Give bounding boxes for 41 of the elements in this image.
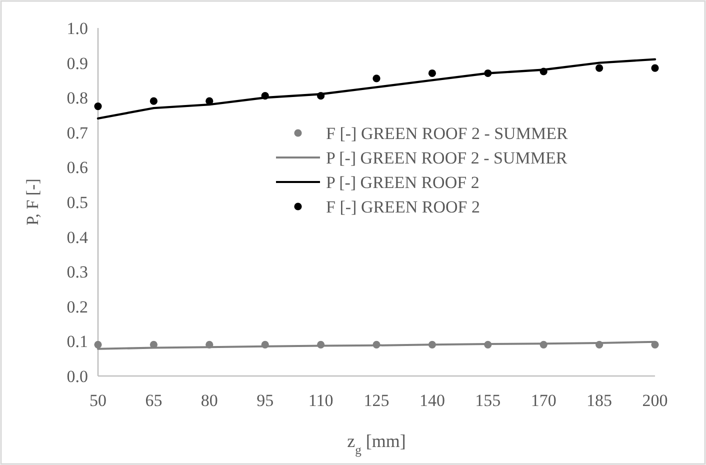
legend-label: P [-] GREEN ROOF 2 - SUMMER [326, 148, 568, 168]
y-tick-label: 0.4 [66, 228, 88, 247]
legend-label: F [-] GREEN ROOF 2 [326, 197, 480, 216]
point [94, 340, 102, 348]
legend-label: F [-] GREEN ROOF 2 - SUMMER [326, 124, 568, 143]
y-tick-label: 0.2 [66, 297, 88, 316]
x-tick-label: 110 [308, 391, 334, 410]
point [261, 92, 269, 100]
x-tick-label: 185 [586, 391, 612, 410]
y-tick-label: 0.8 [66, 88, 88, 108]
point [540, 68, 548, 76]
x-tick-label: 95 [256, 391, 274, 410]
x-tick-label: 65 [145, 391, 162, 410]
y-tick-label: 0.6 [66, 158, 88, 178]
y-tick-label: 0.7 [66, 123, 88, 142]
y-tick-label: 0.1 [66, 332, 88, 352]
x-tick-label: 50 [90, 391, 106, 410]
point [317, 92, 325, 100]
point [596, 64, 604, 72]
x-axis-title: z$_{g}$ [mm] [347, 431, 406, 457]
point [651, 64, 659, 72]
point [484, 69, 492, 78]
y-tick-label: 0.0 [66, 366, 88, 386]
x-tick-label: 200 [642, 391, 668, 410]
y-tick-label: 0.5 [66, 192, 88, 212]
x-tick-label: 125 [364, 391, 390, 410]
point [94, 102, 102, 110]
y-axis-title: P, F [-] [23, 178, 42, 226]
legend-label: P [-] GREEN ROOF 2 [326, 172, 480, 192]
point [428, 69, 436, 78]
x-tick-label: 155 [475, 391, 501, 410]
x-tick-label: 170 [530, 391, 556, 410]
point [206, 97, 214, 105]
point [150, 97, 158, 105]
y-tick-label: 1.0 [66, 18, 88, 38]
x-tick-label: 140 [419, 391, 445, 410]
point [372, 74, 380, 82]
y-tick-label: 0.9 [66, 54, 88, 73]
y-tick-label: 0.3 [66, 262, 88, 282]
line-series [96, 58, 656, 120]
x-tick-label: 80 [200, 391, 218, 410]
